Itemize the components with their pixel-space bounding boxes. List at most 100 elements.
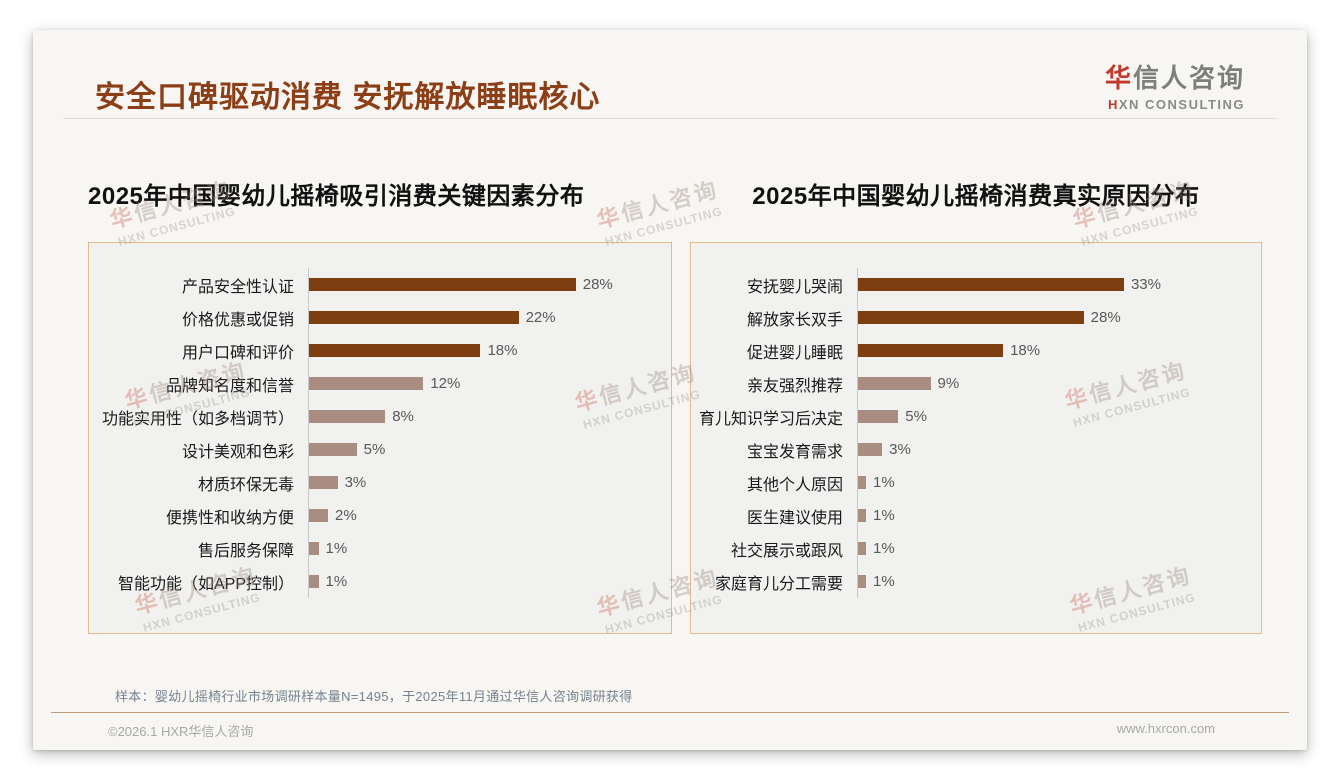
bar-row: 宝宝发育需求 3% xyxy=(691,433,1261,466)
logo-en-rest: XN CONSULTING xyxy=(1118,97,1245,112)
footer-copyright: ©2026.1 HXR华信人咨询 xyxy=(108,724,254,739)
bar-row: 解放家长双手 28% xyxy=(691,301,1261,334)
company-logo: 华信人咨询 HXN CONSULTING xyxy=(1105,58,1245,112)
logo-zh-rest: 信人咨询 xyxy=(1132,63,1245,93)
category-label: 社交展示或跟风 xyxy=(730,542,843,560)
bar-row: 家庭育儿分工需要 1% xyxy=(691,565,1261,598)
bar xyxy=(858,575,867,588)
bar xyxy=(309,575,319,588)
value-label: 1% xyxy=(325,573,348,590)
bar-row: 育儿知识学习后决定 5% xyxy=(691,400,1261,433)
left-chart-title: 2025年中国婴幼儿摇椅吸引消费关键因素分布 xyxy=(88,183,585,210)
bar xyxy=(858,377,931,390)
bar-track: 33% xyxy=(857,268,1261,301)
bar-track: 18% xyxy=(308,334,671,367)
logo-chinese-text: 华信人咨询 xyxy=(1105,58,1245,95)
bar-row: 价格优惠或促销 22% xyxy=(89,301,671,334)
bar xyxy=(309,410,386,423)
category-label: 亲友强烈推荐 xyxy=(746,377,843,395)
sample-note: 样本：婴幼儿摇椅行业市场调研样本量N=1495，于2025年11月通过华信人咨询… xyxy=(115,689,633,704)
bar-track: 5% xyxy=(857,400,1261,433)
bar-track: 9% xyxy=(857,367,1261,400)
category-label: 设计美观和色彩 xyxy=(181,443,294,461)
bar-track: 12% xyxy=(308,367,671,400)
value-label: 18% xyxy=(1010,342,1041,359)
bar-track: 1% xyxy=(308,565,671,598)
value-label: 3% xyxy=(344,474,367,491)
value-label: 5% xyxy=(363,441,386,458)
value-label: 8% xyxy=(392,408,414,425)
value-label: 22% xyxy=(525,309,556,326)
footer-website: www.hxrcon.com xyxy=(1116,721,1215,736)
bar-track: 1% xyxy=(857,466,1261,499)
bar-track: 28% xyxy=(857,301,1261,334)
bar-track: 3% xyxy=(857,433,1261,466)
bar-row: 售后服务保障 1% xyxy=(89,532,671,565)
value-label: 2% xyxy=(335,507,357,524)
category-label: 其他个人原因 xyxy=(746,476,843,494)
logo-en-accent: H xyxy=(1107,97,1119,112)
bar-row: 品牌知名度和信誉 12% xyxy=(89,367,671,400)
bar-row: 功能实用性（如多档调节） 8% xyxy=(89,400,671,433)
bar-track: 1% xyxy=(857,565,1261,598)
report-slide: 安全口碑驱动消费 安抚解放睡眠核心 华信人咨询 HXN CONSULTING 2… xyxy=(33,30,1307,750)
bar xyxy=(858,311,1084,324)
logo-english-text: HXN CONSULTING xyxy=(1105,97,1245,112)
value-label: 1% xyxy=(873,573,895,590)
bar-track: 18% xyxy=(857,334,1261,367)
bar-row: 医生建议使用 1% xyxy=(691,499,1261,532)
value-label: 1% xyxy=(873,540,895,557)
bar xyxy=(858,410,899,423)
category-label: 宝宝发育需求 xyxy=(746,443,843,461)
logo-zh-accent: 华 xyxy=(1104,63,1133,93)
bar-row: 用户口碑和评价 18% xyxy=(89,334,671,367)
bar-row: 便携性和收纳方便 2% xyxy=(89,499,671,532)
bar xyxy=(309,278,576,291)
bar xyxy=(309,476,338,489)
value-label: 28% xyxy=(1090,309,1121,326)
bar-track: 22% xyxy=(308,301,671,334)
bar-row: 社交展示或跟风 1% xyxy=(691,532,1261,565)
bar-row: 安抚婴儿哭闹 33% xyxy=(691,268,1261,301)
bar-row: 智能功能（如APP控制） 1% xyxy=(89,565,671,598)
bar-track: 2% xyxy=(308,499,671,532)
bar xyxy=(309,344,481,357)
value-label: 18% xyxy=(487,342,518,359)
right-chart-title: 2025年中国婴幼儿摇椅消费真实原因分布 xyxy=(752,183,1200,210)
bar xyxy=(858,509,867,522)
header-divider xyxy=(63,118,1277,119)
category-label: 品牌知名度和信誉 xyxy=(165,377,294,395)
bar xyxy=(858,278,1124,291)
bar-row: 其他个人原因 1% xyxy=(691,466,1261,499)
left-chart-panel: 产品安全性认证 28% 价格优惠或促销 22% 用户口碑和评价 18% 品牌知名度和信誉 12… xyxy=(88,242,672,634)
category-label: 智能功能（如APP控制） xyxy=(117,575,294,593)
category-label: 安抚婴儿哭闹 xyxy=(746,278,843,296)
category-label: 便携性和收纳方便 xyxy=(165,509,294,527)
bar xyxy=(858,476,867,489)
footer-divider xyxy=(51,712,1289,713)
bar-row: 设计美观和色彩 5% xyxy=(89,433,671,466)
value-label: 33% xyxy=(1130,276,1161,293)
value-label: 5% xyxy=(905,408,927,425)
category-label: 材质环保无毒 xyxy=(197,476,294,494)
bar xyxy=(309,509,329,522)
category-label: 解放家长双手 xyxy=(746,311,843,329)
bar-track: 3% xyxy=(308,466,671,499)
value-label: 1% xyxy=(873,474,895,491)
category-label: 功能实用性（如多档调节） xyxy=(101,410,294,428)
bar xyxy=(309,443,357,456)
category-label: 产品安全性认证 xyxy=(181,278,294,296)
bar xyxy=(858,542,867,555)
bar-row: 产品安全性认证 28% xyxy=(89,268,671,301)
category-label: 用户口碑和评价 xyxy=(181,344,294,362)
category-label: 价格优惠或促销 xyxy=(181,311,294,329)
bar xyxy=(309,377,424,390)
value-label: 3% xyxy=(889,441,911,458)
bar-track: 1% xyxy=(857,499,1261,532)
value-label: 1% xyxy=(325,540,348,557)
bar-row: 亲友强烈推荐 9% xyxy=(691,367,1261,400)
bar xyxy=(309,542,319,555)
right-chart-panel: 安抚婴儿哭闹 33% 解放家长双手 28% 促进婴儿睡眠 18% 亲友强烈推荐 9% 育儿知识学… xyxy=(690,242,1262,634)
value-label: 28% xyxy=(582,276,613,293)
bar-track: 28% xyxy=(308,268,671,301)
